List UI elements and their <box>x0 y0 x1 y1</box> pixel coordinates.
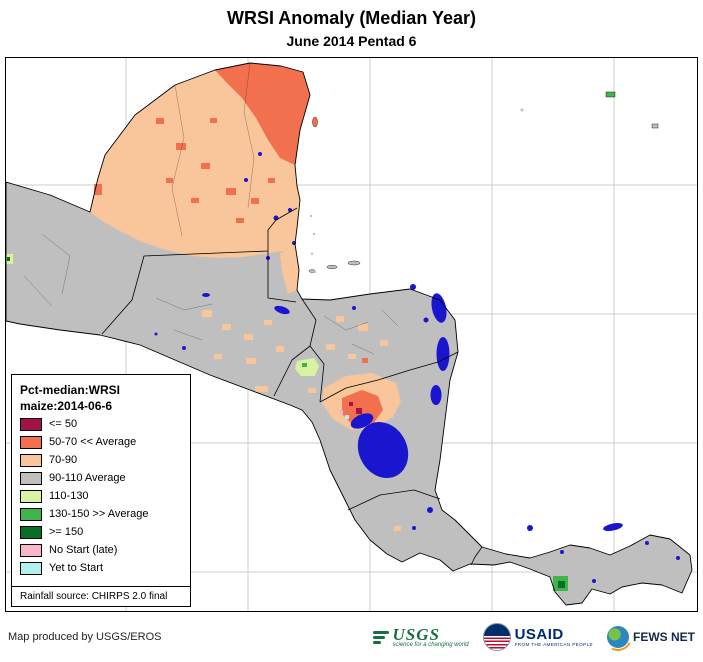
region-le50-speck <box>356 408 362 414</box>
specks-50-70 <box>94 118 368 363</box>
legend-label: Yet to Start <box>49 562 104 574</box>
legend-swatch-110-130 <box>20 489 42 503</box>
admin-boundaries <box>23 62 399 355</box>
legend-swatch-130-150 <box>20 507 42 521</box>
caribbean-lagoon <box>436 337 450 371</box>
coastline <box>6 62 693 606</box>
legend-entry: Yet to Start <box>20 561 182 575</box>
map-credit: Map produced by USGS/EROS <box>8 631 162 643</box>
region-le50-speck <box>349 402 353 406</box>
legend-entry: >= 150 <box>20 525 182 539</box>
wrsi-anomaly-regions <box>6 63 568 591</box>
legend-title-line2: maize:2014-06-6 <box>20 399 113 413</box>
caribbean-lagoon <box>431 293 447 323</box>
water-bodies <box>154 152 680 583</box>
lake-managua <box>350 413 374 429</box>
bay-island <box>326 264 338 269</box>
legend-entry: 50-70 << Average <box>20 435 182 449</box>
lake-peten <box>202 293 210 297</box>
legend-entry: No Start (late) <box>20 543 182 557</box>
fewsnet-swoosh-icon <box>600 619 636 655</box>
map: Pct-median:WRSI maize:2014-06-6 <= 50 50… <box>5 57 698 612</box>
islands <box>308 91 659 274</box>
caribbean-islet <box>520 108 524 112</box>
map-title: WRSI Anomaly (Median Year) <box>226 8 477 28</box>
caribbean-islet <box>651 123 659 129</box>
region-panama-ge150 <box>558 581 565 588</box>
legend-entry: 130-150 >> Average <box>20 507 182 521</box>
legend-label: 130-150 >> Average <box>49 508 149 520</box>
legend-label: 70-90 <box>49 454 78 466</box>
specks-70-90 <box>202 310 401 531</box>
legend-label: 110-130 <box>49 490 89 502</box>
legend-label: <= 50 <box>49 418 78 430</box>
belize-cays <box>309 214 317 274</box>
footer-bar: Map produced by USGS/EROS USGS science f… <box>0 612 703 662</box>
caribbean-islet <box>605 91 616 98</box>
region-no-start <box>339 410 343 414</box>
legend-title-line1: Pct-median:WRSI <box>20 383 121 397</box>
usaid-logo: USAID FROM THE AMERICAN PEOPLE <box>482 623 593 651</box>
country-borders <box>101 207 483 566</box>
caribbean-lagoon <box>430 385 442 405</box>
legend-source: Rainfall source: CHIRPS 2.0 final <box>12 586 190 606</box>
usaid-wordmark: USAID <box>514 625 564 643</box>
legend-label: 90-110 Average <box>49 472 126 484</box>
legend-swatch-yet-to-start <box>20 561 42 575</box>
legend-entry: <= 50 <box>20 417 182 431</box>
legend-swatch-50-70 <box>20 435 42 449</box>
usgs-tagline: science for a changing world <box>392 641 469 648</box>
legend-label: No Start (late) <box>49 544 118 556</box>
legend-swatch-90-110 <box>20 471 42 485</box>
region-belize-70-90 <box>280 244 299 294</box>
cozumel-island <box>312 116 318 128</box>
legend-swatch-no-start <box>20 543 42 557</box>
lake-nicaragua <box>357 422 409 478</box>
legend-entry: 110-130 <box>20 489 182 503</box>
usgs-mark-icon <box>372 630 389 644</box>
usgs-logo: USGS science for a changing world <box>372 624 469 648</box>
legend-label: 50-70 << Average <box>49 436 137 448</box>
legend-entry: 70-90 <box>20 453 182 467</box>
logos: USGS science for a changing world USAID … <box>372 619 695 655</box>
lake-izabal <box>274 305 290 315</box>
legend-swatch-70-90 <box>20 453 42 467</box>
fewsnet-wordmark: FEWS NET <box>633 630 695 644</box>
map-subtitle: June 2014 Pentad 6 <box>286 33 417 49</box>
fewsnet-logo: FEWS NET <box>600 619 695 655</box>
small-lakes <box>154 152 680 583</box>
legend-swatch-le50 <box>20 417 42 431</box>
legend-label: >= 150 <box>49 526 84 538</box>
region-130-150 <box>302 363 307 367</box>
legend-box: Pct-median:WRSI maize:2014-06-6 <= 50 50… <box>11 374 191 607</box>
legend-swatch-ge150 <box>20 525 42 539</box>
usaid-tagline: FROM THE AMERICAN PEOPLE <box>514 641 593 647</box>
panama-lake <box>603 522 623 532</box>
region-yucatan-50-70 <box>215 63 310 165</box>
usaid-seal-icon <box>482 623 511 651</box>
legend-entry: 90-110 Average <box>20 471 182 485</box>
region-left-edge-ge150 <box>7 257 10 261</box>
map-header: WRSI Anomaly (Median Year) June 2014 Pen… <box>0 0 703 57</box>
fewsnet-globe-icon <box>600 619 636 655</box>
usgs-wordmark: USGS <box>392 624 440 644</box>
region-yet-to-start <box>345 415 349 419</box>
bay-island <box>347 260 361 266</box>
